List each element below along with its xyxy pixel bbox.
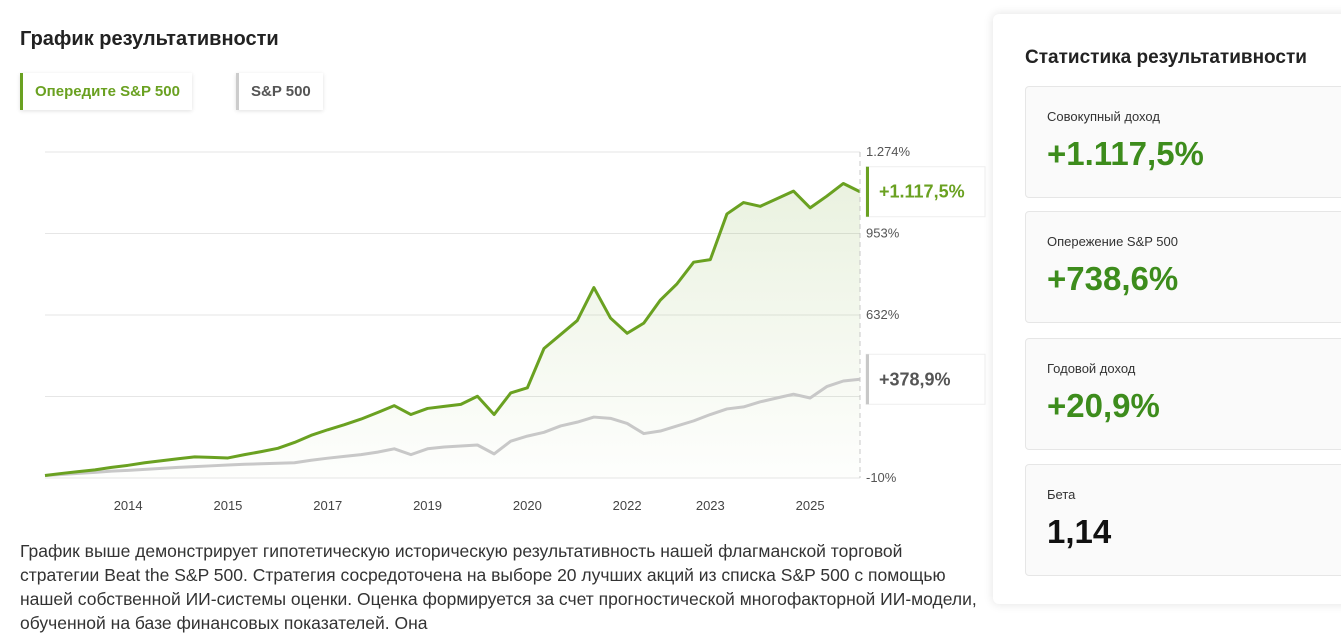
stat-label: Бета — [1047, 487, 1076, 502]
end-label-bar — [866, 166, 869, 217]
tab-strategy[interactable]: Опередите S&P 500 — [20, 73, 192, 110]
stat-value: +1.117,5% — [1047, 135, 1204, 172]
end-label-bar — [866, 354, 869, 405]
y-tick-label: 953% — [866, 226, 900, 241]
end-label-box — [865, 166, 986, 218]
stat-card: Совокупный доход +1.117,5% — [1025, 86, 1341, 198]
series-line — [44, 377, 861, 477]
end-label-box — [865, 353, 986, 405]
stats-panel: Статистика результативности Совокупный д… — [993, 14, 1341, 604]
stat-label: Совокупный доход — [1047, 109, 1160, 124]
y-tick-label: -10% — [866, 470, 897, 485]
series-line — [44, 181, 861, 477]
x-tick-label: 2017 — [313, 498, 342, 513]
stats-title: Статистика результативности — [1025, 47, 1307, 68]
stat-label: Годовой доход — [1047, 361, 1136, 376]
x-tick-label: 2022 — [613, 498, 642, 513]
stat-card: Бета 1,14 — [1025, 464, 1341, 576]
stat-card: Опережение S&P 500 +738,6% — [1025, 211, 1341, 323]
x-tick-label: 2020 — [513, 498, 542, 513]
y-tick-label: 632% — [866, 307, 900, 322]
plot — [44, 181, 861, 479]
tab-benchmark[interactable]: S&P 500 — [236, 73, 323, 110]
stat-label: Опережение S&P 500 — [1047, 234, 1178, 249]
stat-value: +20,9% — [1047, 387, 1160, 424]
end-label: +1.117,5% — [879, 182, 965, 202]
section-title: График результативности — [20, 28, 279, 50]
x-tick-label: 2014 — [114, 498, 143, 513]
end-label: +378,9% — [879, 369, 951, 389]
stat-value: 1,14 — [1047, 513, 1112, 550]
stat-card: Годовой доход +20,9% — [1025, 338, 1341, 450]
end-labels: +378,9% +1.117,5% — [865, 166, 986, 405]
x-tick-label: 2019 — [413, 498, 442, 513]
area-fill — [45, 183, 860, 479]
x-tick-label: 2015 — [213, 498, 242, 513]
stat-value: +738,6% — [1047, 260, 1179, 297]
x-tick-label: 2023 — [696, 498, 725, 513]
chart: -10%311%632%953%1.274%201420152017201920… — [44, 144, 986, 513]
x-tick-label: 2025 — [796, 498, 825, 513]
description: График выше демонстрирует гипотетическую… — [20, 541, 977, 633]
y-tick-label: 1.274% — [866, 144, 911, 159]
